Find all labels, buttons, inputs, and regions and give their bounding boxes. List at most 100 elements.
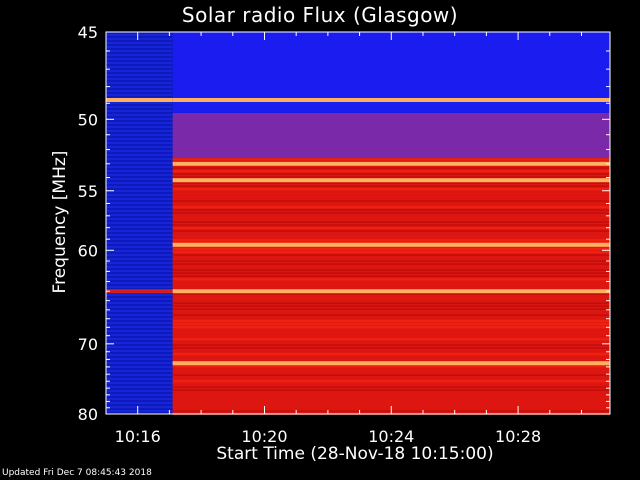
y-tick-label: 50 [78,110,98,129]
texture-stripe [172,227,610,230]
texture-stripe [172,263,610,266]
texture-stripe [172,305,610,308]
gap-texture-stripe [106,348,173,350]
gap-texture-stripe [106,328,173,330]
gap-texture-stripe [106,272,173,274]
gap-texture-stripe [106,312,173,314]
gap-texture-stripe [106,288,173,290]
texture-stripe [172,359,610,362]
gap-texture-stripe [106,368,173,370]
texture-stripe [172,281,610,284]
texture-stripe [172,356,610,359]
spectrogram-image [106,32,610,416]
texture-stripe [172,332,610,335]
x-tick-label: 10:16 [115,427,161,446]
gap-red-line [106,289,173,294]
gap-texture-stripe [106,192,173,194]
gap-texture-stripe [106,32,173,34]
gap-texture-stripe [106,44,173,46]
texture-stripe [172,296,610,299]
texture-stripe [172,386,610,389]
texture-stripe [172,371,610,374]
gap-texture-stripe [106,88,173,90]
plot-frame [105,31,611,415]
texture-stripe [172,167,610,170]
texture-stripe [172,230,610,233]
bright-line-4 [172,289,610,294]
gap-texture-stripe [106,336,173,338]
gap-texture-stripe [106,60,173,62]
gap-texture-stripe [106,364,173,366]
gap-texture-stripe [106,316,173,318]
updated-timestamp: Updated Fri Dec 7 08:45:43 2018 [2,468,152,478]
x-tick-label: 10:24 [368,427,414,446]
texture-stripe [172,203,610,206]
y-tick-label: 55 [78,182,98,201]
gap-texture-stripe [106,156,173,158]
texture-stripe [172,275,610,278]
texture-stripe [172,233,610,236]
gap-texture-stripe [106,84,173,86]
gap-texture-stripe [106,296,173,298]
chart-title: Solar radio Flux (Glasgow) [181,3,459,27]
texture-stripe [172,272,610,275]
gap-texture-stripe [106,180,173,182]
texture-stripe [172,389,610,392]
texture-stripe [172,344,610,347]
gap-texture-stripe [106,104,173,106]
texture-stripe [172,308,610,311]
gap-texture-stripe [106,360,173,362]
gap-texture-stripe [106,248,173,250]
texture-stripe [172,239,610,242]
bright-line-2 [172,178,610,183]
gap-texture-stripe [106,304,173,306]
gap-texture-stripe [106,80,173,82]
gap-texture-stripe [106,224,173,226]
texture-stripe [172,278,610,281]
gap-texture-stripe [106,240,173,242]
texture-stripe [172,329,610,332]
gap-texture-stripe [106,376,173,378]
texture-stripe [172,236,610,239]
gap-texture-stripe [106,356,173,358]
y-axis-label: Frequency [MHz] [50,150,70,294]
gap-texture-stripe [106,64,173,66]
gap-texture-stripe [106,140,173,142]
gap-bright-line [106,97,173,102]
gap-texture-stripe [106,216,173,218]
gap-texture-stripe [106,196,173,198]
gap-texture-stripe [106,112,173,114]
gap-texture-stripe [106,384,173,386]
y-tick-label: 60 [78,241,98,260]
texture-stripe [172,353,610,356]
gap-texture-stripe [106,404,173,406]
texture-stripe [172,170,610,173]
gap-texture-stripe [106,232,173,234]
texture-stripe [172,317,610,320]
texture-stripe [172,215,610,218]
y-tick-label: 80 [78,405,98,424]
gap-texture-stripe [106,208,173,210]
texture-stripe [172,284,610,287]
gap-texture-stripe [106,408,173,410]
y-tick-label: 70 [78,335,98,354]
texture-stripe [172,194,610,197]
gap-texture-stripe [106,380,173,382]
gap-texture-stripe [106,256,173,258]
texture-stripe [172,326,610,329]
gap-texture-stripe [106,396,173,398]
texture-stripe [172,248,610,251]
gap-texture-stripe [106,340,173,342]
texture-stripe [172,299,610,302]
gap-texture-stripe [106,392,173,394]
texture-stripe [172,260,610,263]
gap-texture-stripe [106,144,173,146]
gap-texture-stripe [106,164,173,166]
y-tick-label: 45 [78,23,98,42]
bright-line-0 [172,97,610,102]
texture-stripe [172,350,610,353]
texture-stripe [172,401,610,404]
gap-texture-stripe [106,260,173,262]
texture-stripe [172,311,610,314]
